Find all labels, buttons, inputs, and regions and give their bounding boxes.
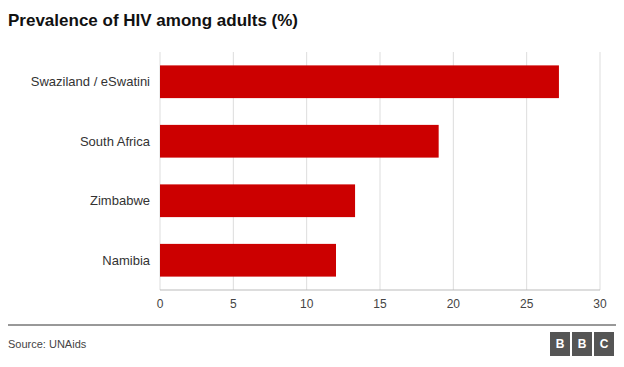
chart-title: Prevalence of HIV among adults (%) — [8, 11, 298, 30]
chart-svg: Prevalence of HIV among adults (%) 0 5 10 15… — [0, 0, 624, 367]
x-tick-label: 0 — [157, 297, 164, 311]
grid — [160, 52, 600, 290]
category-label: South Africa — [80, 134, 151, 149]
category-label: Namibia — [102, 253, 150, 268]
footer-separator — [8, 325, 616, 326]
bars — [160, 65, 559, 276]
logo-box — [594, 332, 614, 356]
logo-letter: B — [578, 337, 587, 351]
logo-box — [572, 332, 592, 356]
logo-letter: C — [600, 337, 609, 351]
chart-container: Prevalence of HIV among adults (%) 0 5 10 15… — [0, 0, 624, 367]
logo-box — [550, 332, 570, 356]
bar — [160, 244, 336, 277]
x-tick-label: 25 — [520, 297, 534, 311]
grid-line — [600, 52, 601, 290]
bar — [160, 125, 439, 158]
x-tick-label: 5 — [230, 297, 237, 311]
x-axis-line — [160, 290, 600, 291]
logo: BBC — [550, 332, 614, 356]
bar — [160, 65, 559, 98]
source-text: Source: UNAids — [8, 338, 87, 350]
x-tick-label: 20 — [447, 297, 461, 311]
x-tick-label: 10 — [300, 297, 314, 311]
category-label: Swaziland / eSwatini — [31, 74, 150, 89]
x-tick-label: 30 — [593, 297, 607, 311]
category-label: Zimbabwe — [90, 193, 150, 208]
x-tick-label: 15 — [373, 297, 387, 311]
bar — [160, 184, 355, 217]
logo-letter: B — [556, 337, 565, 351]
